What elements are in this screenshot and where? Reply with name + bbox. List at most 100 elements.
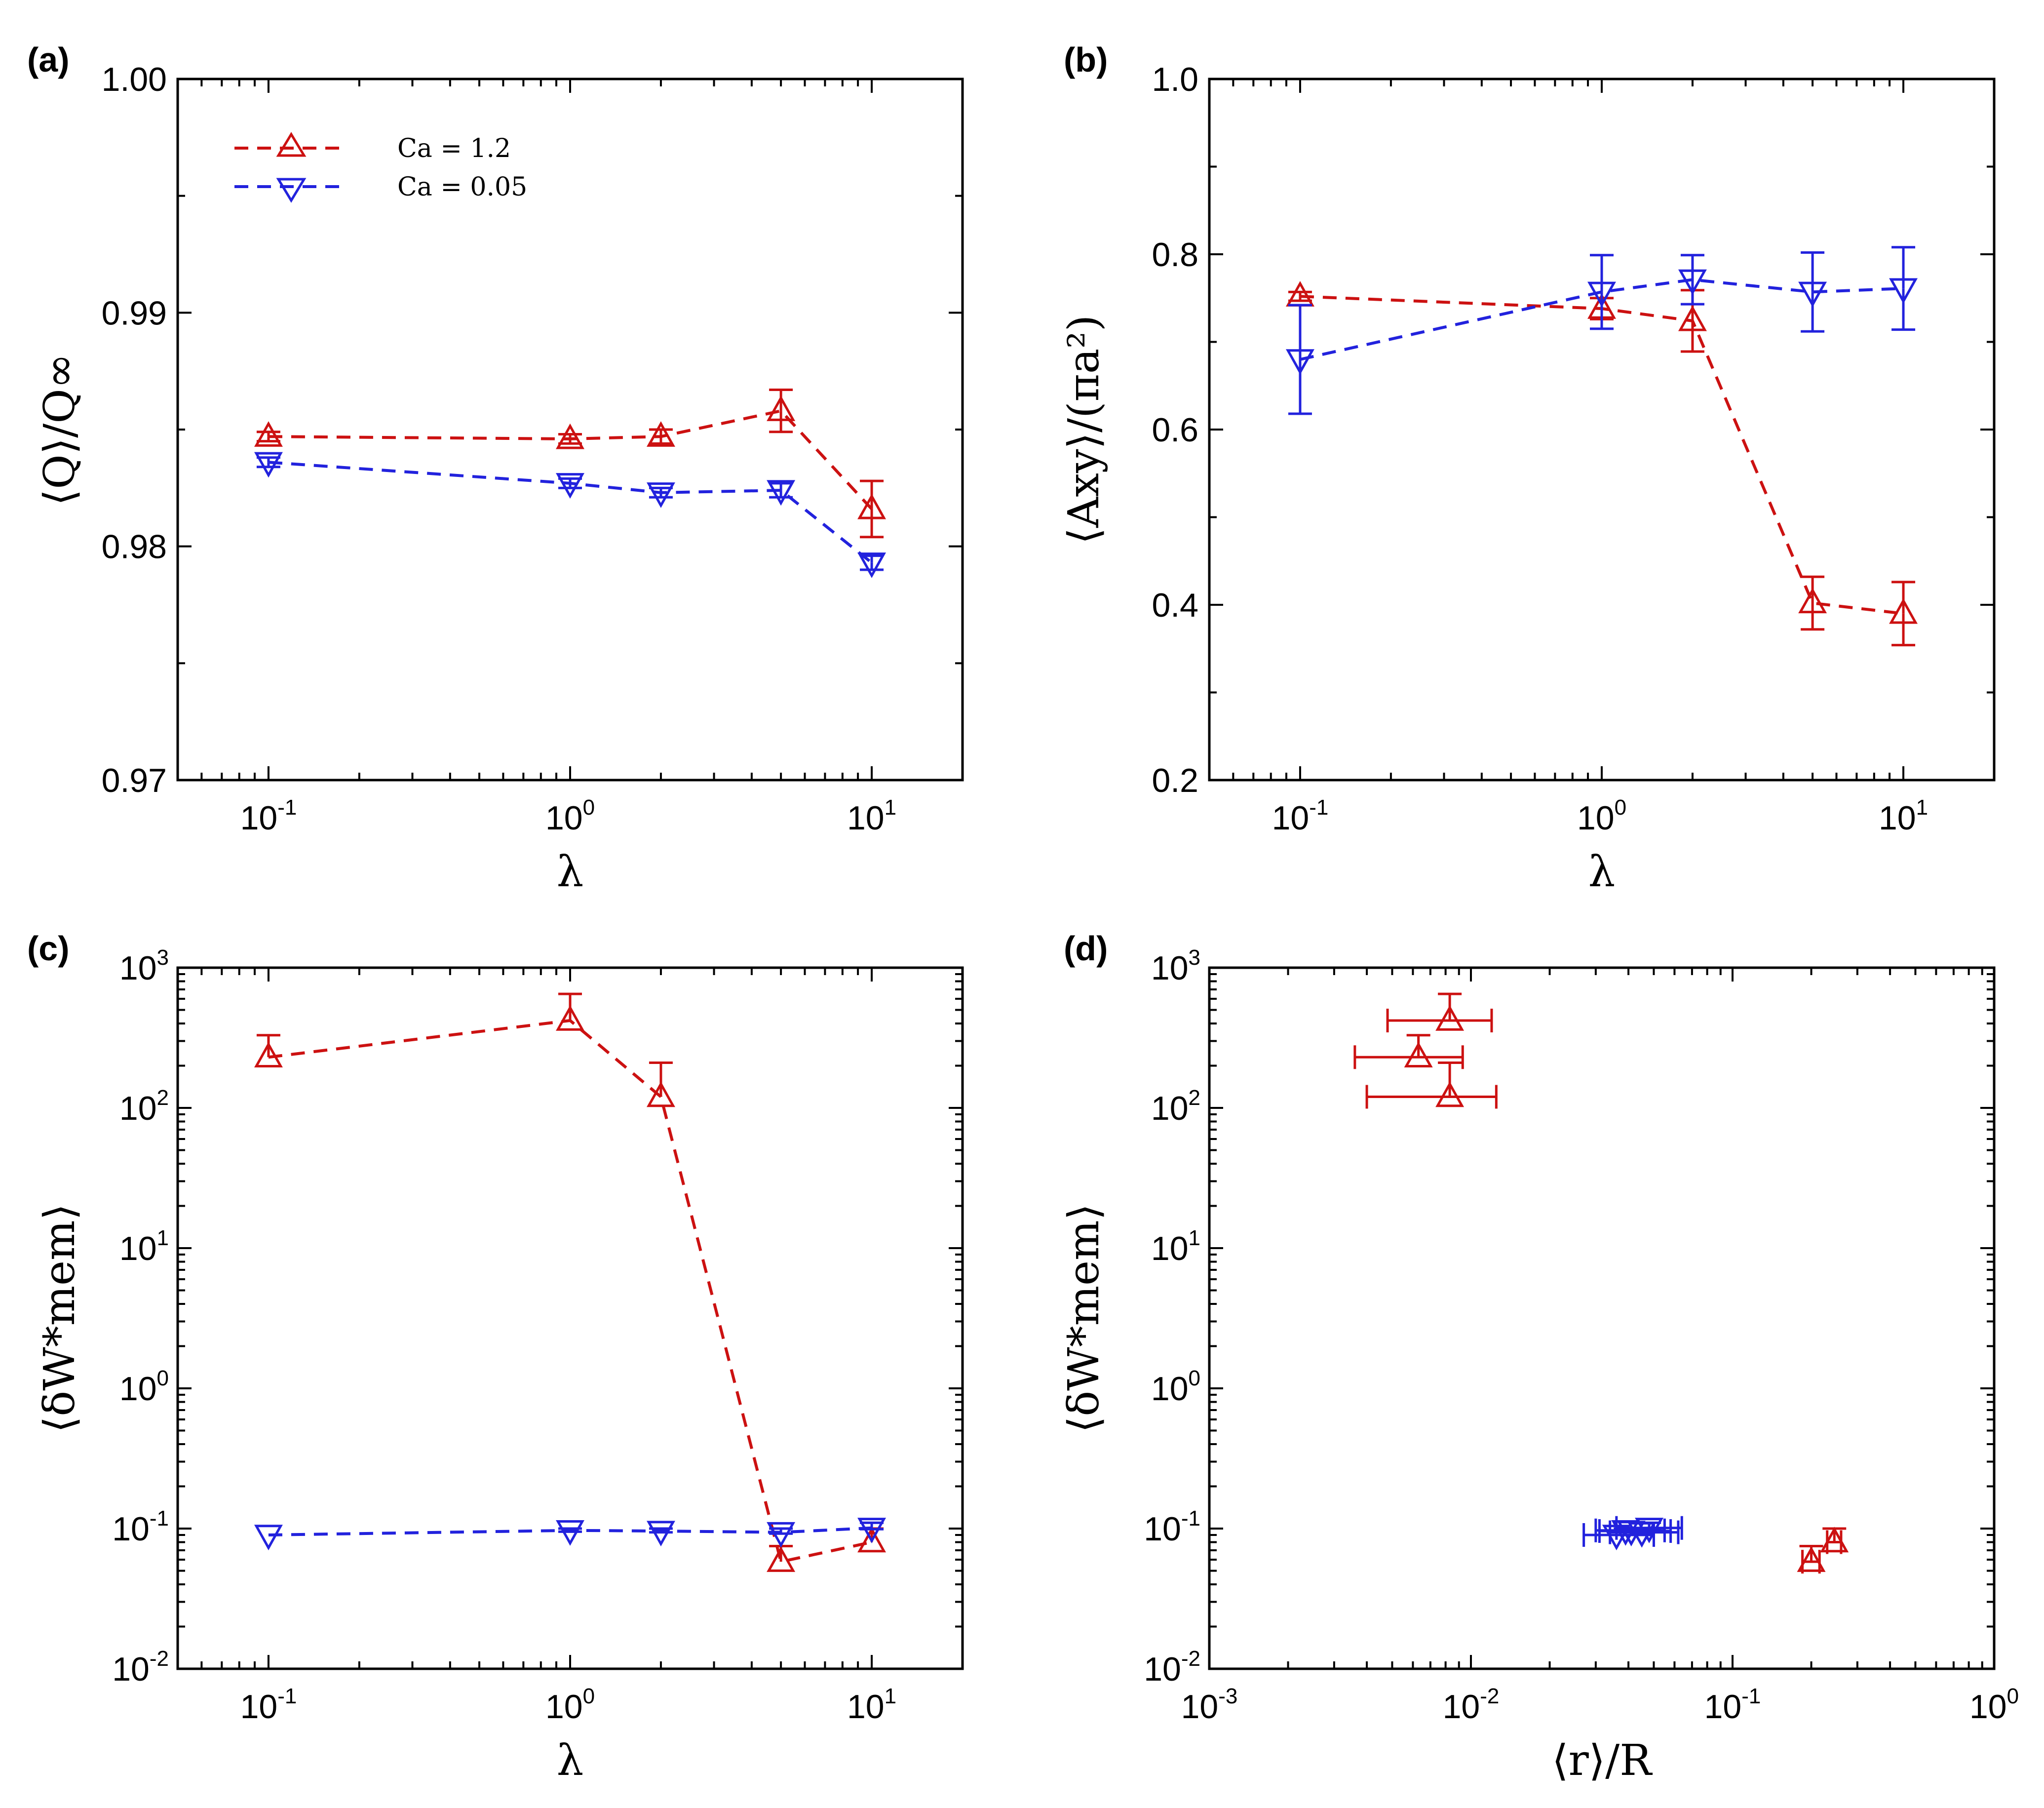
data-point-d-red (1435, 1005, 1465, 1031)
y-tick-label-c-2: 100 (119, 1366, 169, 1408)
y-tick-label-d-3: 101 (1151, 1226, 1200, 1267)
data-point-a-blue (857, 552, 887, 578)
panel-label-a: (a) (27, 40, 70, 79)
x-tick-label-d-0-exp: -3 (1218, 1684, 1237, 1708)
y-tick-label-a-0: 0.97 (102, 762, 167, 799)
x-tick-label-a-2-exp: 1 (885, 795, 896, 820)
y-axis-label-d: ⟨δW*mem⟩ (1059, 1204, 1109, 1433)
data-point-a-red (646, 421, 675, 447)
series-line-b-blue (1300, 278, 1904, 361)
x-tick-label-d-0: 10-3 (1181, 1684, 1238, 1726)
legend-marker-blue (276, 178, 307, 203)
y-tick-label-c-2-base: 10 (119, 1370, 157, 1408)
x-tick-label-c-1: 100 (545, 1684, 595, 1726)
data-point-a-blue (254, 452, 283, 478)
data-point-a-red (556, 423, 584, 449)
y-tick-label-c-5-exp: 3 (157, 945, 169, 970)
legend-label-red: Ca = 1.2 (397, 134, 511, 163)
y-tick-label-d-2: 100 (1151, 1366, 1200, 1408)
y-tick-label-b-4: 1.0 (1152, 61, 1198, 98)
y-tick-label-c-3-exp: 1 (157, 1226, 169, 1250)
data-point-a-blue (556, 473, 584, 499)
legend-marker-red (276, 132, 307, 157)
x-axis-label-d: ⟨r⟩/R (1552, 1736, 1653, 1785)
data-point-a-blue (767, 480, 796, 506)
series-d (1353, 992, 1849, 1574)
data-point-b-blue (1285, 349, 1314, 375)
y-tick-label-c-0-base: 10 (112, 1651, 150, 1688)
y-tick-label-d-4: 102 (1151, 1086, 1200, 1127)
x-tick-label-a-2-base: 10 (847, 799, 885, 837)
y-tick-label-d-2-base: 10 (1151, 1370, 1189, 1408)
series-c (254, 992, 887, 1572)
data-point-c-blue (556, 1520, 584, 1546)
y-tick-label-c-4-exp: 2 (157, 1086, 169, 1110)
y-tick-label-d-1: 10-1 (1144, 1506, 1200, 1548)
y-tick-label-c-1-base: 10 (112, 1510, 150, 1548)
y-tick-label-c-1-exp: -1 (150, 1506, 169, 1531)
panel-label-b: (b) (1064, 40, 1108, 79)
x-axis-label-a: λ (557, 847, 584, 897)
y-tick-label-c-5-base: 10 (119, 949, 157, 987)
x-tick-label-a-0: 10-1 (240, 795, 297, 837)
x-tick-label-b-0: 10-1 (1272, 795, 1329, 837)
y-tick-label-d-0-exp: -2 (1181, 1647, 1200, 1671)
panel-label-c: (c) (27, 929, 70, 968)
series-a (254, 389, 887, 578)
x-tick-label-b-1-base: 10 (1577, 799, 1615, 837)
data-point-a-red (254, 421, 283, 447)
y-tick-label-d-1-base: 10 (1144, 1510, 1181, 1548)
data-point-b-blue (1798, 281, 1827, 308)
y-tick-label-c-5: 103 (119, 945, 169, 987)
y-tick-label-b-0: 0.2 (1152, 762, 1198, 799)
y-tick-label-d-5: 103 (1151, 945, 1200, 987)
y-tick-label-b-2: 0.6 (1152, 411, 1198, 449)
x-tick-label-c-0: 10-1 (240, 1684, 297, 1726)
data-point-c-blue (254, 1525, 283, 1551)
y-tick-label-a-1: 0.98 (102, 528, 167, 566)
data-point-c-blue (857, 1518, 887, 1543)
y-tick-label-a-3: 1.00 (102, 61, 167, 98)
y-tick-label-d-1-exp: -1 (1181, 1506, 1200, 1531)
y-tick-label-d-3-base: 10 (1151, 1230, 1189, 1267)
x-tick-label-d-3-exp: 0 (2007, 1684, 2019, 1708)
data-point-c-red (646, 1081, 675, 1107)
series-line-a-blue (268, 461, 873, 564)
y-axis-label-c: ⟨δW*mem⟩ (35, 1204, 84, 1433)
x-tick-label-c-2-exp: 1 (885, 1684, 896, 1708)
y-tick-label-d-2-exp: 0 (1189, 1366, 1200, 1390)
data-point-a-red (857, 493, 887, 519)
y-tick-label-c-1: 10-1 (112, 1506, 169, 1548)
y-tick-label-b-3: 0.8 (1152, 236, 1198, 274)
data-point-d-red (1404, 1042, 1433, 1067)
x-tick-label-a-0-exp: -1 (277, 795, 297, 820)
x-tick-label-c-0-exp: -1 (277, 1684, 297, 1708)
plot-frame-a (176, 78, 964, 782)
y-tick-label-d-0-base: 10 (1144, 1651, 1181, 1688)
plot-frame-c (176, 966, 964, 1670)
x-tick-label-d-1-base: 10 (1443, 1688, 1480, 1726)
y-tick-label-d-3-exp: 1 (1189, 1226, 1200, 1250)
x-tick-label-a-2: 101 (847, 795, 896, 837)
legend: Ca = 1.2 Ca = 0.05 (234, 132, 527, 203)
x-tick-label-b-0-base: 10 (1272, 799, 1310, 837)
x-tick-label-d-2: 10-1 (1704, 1684, 1761, 1726)
x-tick-label-b-1-exp: 0 (1615, 795, 1626, 820)
data-point-c-red (857, 1527, 887, 1553)
data-point-b-red (1889, 598, 1918, 624)
data-point-a-red (767, 395, 796, 421)
data-point-d-blue (1635, 1518, 1664, 1543)
data-point-a-blue (646, 482, 675, 508)
y-axis-label-a: ⟨Q⟩/Q∞ (35, 354, 84, 506)
x-tick-label-d-0-base: 10 (1181, 1688, 1219, 1726)
y-tick-label-b-1: 0.4 (1152, 587, 1198, 624)
x-tick-label-a-0-base: 10 (240, 799, 278, 837)
